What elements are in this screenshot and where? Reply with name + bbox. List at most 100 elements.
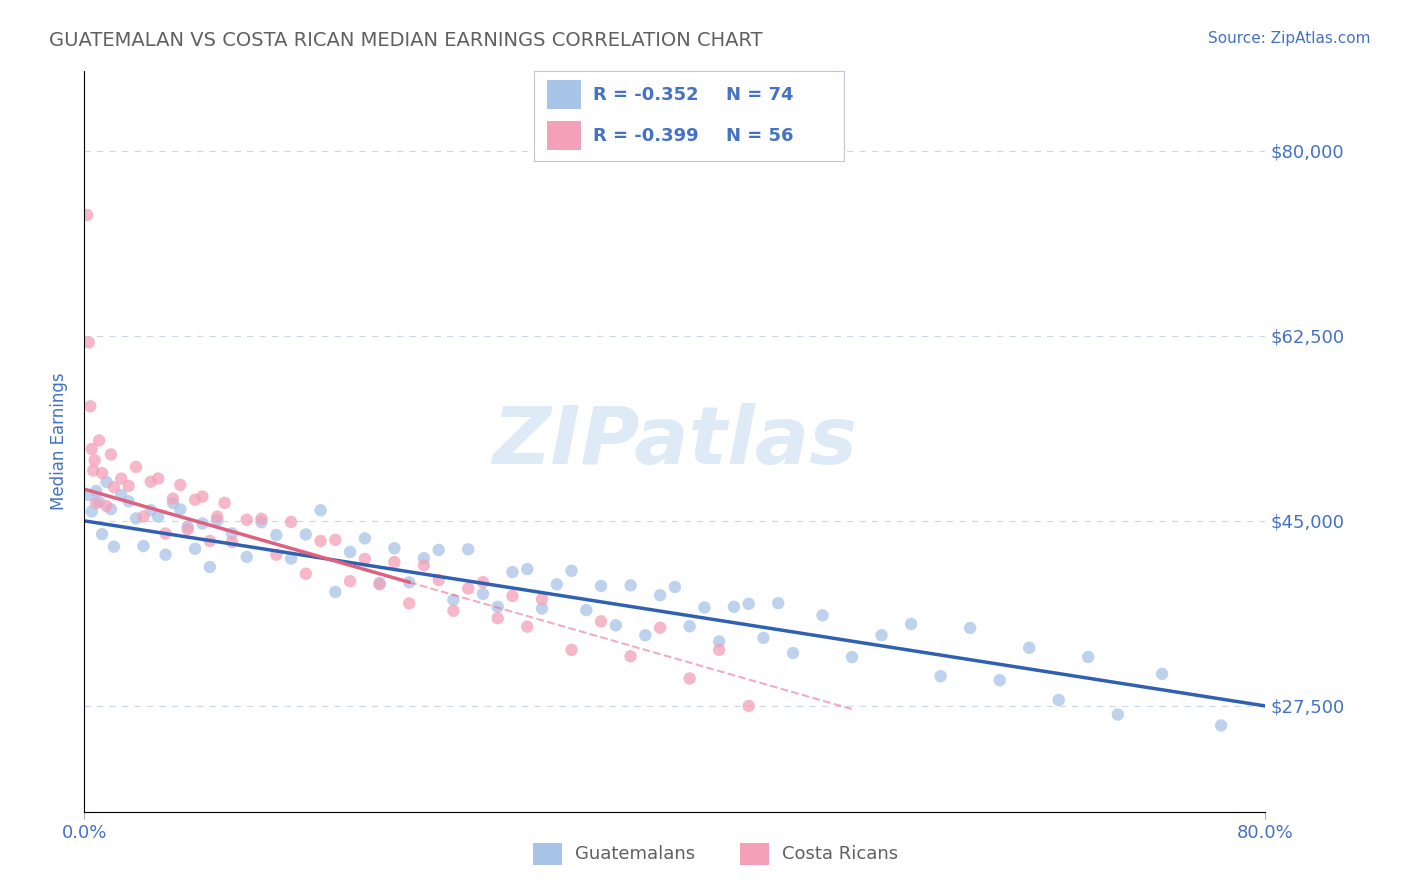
Point — [1077, 650, 1099, 665]
Point — [561, 643, 583, 657]
Point — [103, 540, 125, 554]
Point — [207, 509, 229, 524]
Point — [546, 577, 568, 591]
Point — [169, 502, 191, 516]
Point — [96, 499, 118, 513]
Point — [354, 552, 377, 566]
Point — [148, 509, 170, 524]
Point — [1107, 707, 1129, 722]
Point — [427, 573, 450, 587]
Point — [516, 619, 538, 633]
Point — [155, 548, 177, 562]
Point — [1152, 666, 1174, 681]
Point — [738, 698, 761, 713]
Point — [184, 492, 207, 507]
Point — [929, 669, 952, 683]
Point — [125, 511, 148, 525]
Point — [959, 621, 981, 635]
Point — [738, 597, 761, 611]
Point — [309, 533, 332, 548]
Point — [693, 600, 716, 615]
Point — [502, 565, 524, 579]
Point — [132, 539, 155, 553]
Point — [339, 545, 361, 559]
Point — [184, 541, 207, 556]
Point — [87, 434, 111, 448]
Point — [988, 673, 1011, 688]
Point — [266, 528, 288, 542]
Point — [84, 496, 107, 510]
Point — [472, 587, 495, 601]
Point — [280, 515, 302, 529]
Point — [650, 588, 672, 602]
Point — [413, 551, 436, 566]
Point — [221, 535, 243, 549]
Point — [110, 488, 132, 502]
Point — [77, 335, 100, 350]
Point — [591, 579, 613, 593]
Point — [782, 646, 804, 660]
Point — [295, 527, 318, 541]
Point — [664, 580, 686, 594]
Point — [398, 575, 420, 590]
Point — [207, 514, 229, 528]
Text: R = -0.399: R = -0.399 — [593, 127, 699, 145]
Point — [575, 603, 598, 617]
Point — [191, 490, 214, 504]
Point — [96, 475, 118, 489]
Point — [679, 619, 702, 633]
Text: ZIPatlas: ZIPatlas — [492, 402, 858, 481]
Point — [280, 551, 302, 566]
Y-axis label: Median Earnings: Median Earnings — [51, 373, 69, 510]
Point — [198, 560, 221, 574]
Point — [110, 472, 132, 486]
Point — [384, 541, 406, 556]
Point — [457, 582, 479, 596]
Point — [443, 592, 465, 607]
Point — [169, 478, 191, 492]
Point — [177, 522, 200, 536]
Bar — [547, 80, 581, 109]
Point — [502, 589, 524, 603]
Point — [427, 543, 450, 558]
Point — [354, 532, 377, 546]
Point — [266, 548, 288, 562]
Point — [162, 491, 184, 506]
Point — [91, 527, 114, 541]
Point — [118, 494, 141, 508]
Point — [125, 459, 148, 474]
Bar — [533, 843, 562, 865]
Point — [620, 649, 643, 664]
Point — [398, 596, 420, 610]
Text: GUATEMALAN VS COSTA RICAN MEDIAN EARNINGS CORRELATION CHART: GUATEMALAN VS COSTA RICAN MEDIAN EARNING… — [49, 31, 763, 50]
Bar — [547, 121, 581, 150]
Text: Guatemalans: Guatemalans — [575, 845, 695, 863]
Point — [516, 562, 538, 576]
Bar — [740, 843, 769, 865]
Point — [177, 519, 200, 533]
Point — [709, 634, 731, 648]
Point — [443, 604, 465, 618]
Point — [531, 601, 554, 615]
Point — [723, 599, 745, 614]
Point — [77, 488, 100, 502]
Point — [79, 399, 101, 413]
Point — [191, 516, 214, 531]
Point — [162, 496, 184, 510]
Text: Costa Ricans: Costa Ricans — [782, 845, 898, 863]
Point — [132, 509, 155, 524]
Point — [236, 549, 259, 564]
Point — [295, 566, 318, 581]
Point — [221, 526, 243, 541]
Point — [83, 453, 105, 467]
Point — [236, 513, 259, 527]
Point — [198, 533, 221, 548]
Point — [309, 503, 332, 517]
Point — [472, 575, 495, 590]
Text: Source: ZipAtlas.com: Source: ZipAtlas.com — [1208, 31, 1371, 46]
Point — [1018, 640, 1040, 655]
Point — [709, 643, 731, 657]
Point — [139, 503, 162, 517]
Point — [486, 611, 509, 625]
Point — [634, 628, 657, 642]
